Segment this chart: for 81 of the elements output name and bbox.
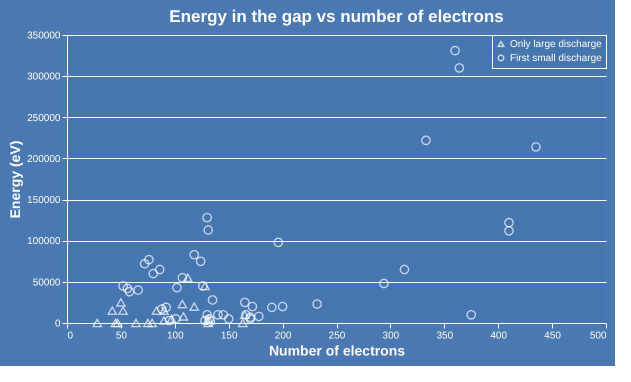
y-tick-label: 250000 — [27, 112, 61, 124]
point — [202, 310, 212, 320]
y-tick-label: 300000 — [27, 72, 61, 83]
legend-label: First small discharge — [510, 53, 602, 64]
point — [143, 318, 153, 328]
y-axis-title: Energy (eV) — [7, 140, 24, 218]
point — [131, 318, 141, 328]
point — [379, 278, 389, 288]
point — [178, 272, 188, 283]
point — [159, 316, 169, 325]
point — [202, 212, 212, 222]
point — [238, 318, 248, 328]
x-tick-label: 450 — [544, 330, 562, 342]
x-tick-label: 50 — [116, 330, 128, 342]
point — [161, 302, 172, 312]
point — [118, 306, 128, 315]
point — [140, 258, 150, 269]
point — [178, 312, 188, 321]
point — [182, 273, 193, 282]
point — [154, 264, 165, 274]
point — [504, 226, 514, 236]
point — [240, 298, 250, 308]
point — [504, 218, 514, 228]
point — [116, 298, 126, 307]
point — [198, 281, 208, 291]
point — [189, 302, 200, 311]
x-tick-label: 150 — [220, 330, 238, 342]
x-tick-label: 250 — [328, 330, 346, 342]
point — [147, 318, 157, 328]
point — [171, 314, 181, 324]
point — [133, 285, 143, 295]
point — [144, 254, 154, 264]
x-tick-label: 100 — [166, 330, 184, 342]
point — [200, 316, 210, 326]
y-tick-label: 200000 — [27, 154, 61, 165]
point — [152, 306, 162, 315]
point — [107, 306, 118, 315]
chart-title: Energy in the gap vs number of electrons — [169, 7, 504, 26]
x-tick-label: 350 — [436, 330, 454, 342]
point — [531, 142, 541, 152]
point — [172, 282, 182, 292]
y-tick-label: 150000 — [27, 195, 61, 206]
point — [218, 310, 228, 320]
y-tick-label: 0 — [54, 318, 61, 330]
point — [200, 282, 210, 290]
point — [273, 238, 284, 248]
point — [278, 302, 288, 312]
point — [196, 256, 206, 266]
point — [224, 314, 234, 324]
point — [92, 318, 102, 328]
point — [266, 302, 277, 312]
point — [122, 284, 132, 294]
point — [112, 318, 122, 328]
point — [466, 310, 476, 320]
point — [178, 300, 188, 308]
legend-label: Only large discharge — [510, 39, 602, 50]
x-axis-title: Number of electrons — [268, 342, 406, 358]
point — [118, 281, 128, 291]
point — [254, 312, 264, 322]
x-tick-label: 500 — [590, 330, 607, 342]
point — [208, 295, 218, 305]
point — [312, 299, 322, 309]
y-tick-label: 50000 — [32, 277, 61, 288]
point — [148, 268, 158, 278]
point — [400, 264, 410, 274]
point — [206, 316, 216, 326]
point — [248, 302, 258, 312]
point — [124, 286, 134, 297]
x-tick-label: 0 — [68, 330, 74, 342]
y-tick-label: 100000 — [27, 236, 61, 248]
point — [189, 250, 200, 260]
point — [421, 136, 431, 146]
y-tick-label: 350000 — [27, 30, 61, 42]
x-tick-label: 400 — [490, 330, 508, 342]
point — [454, 63, 464, 73]
point — [203, 225, 214, 235]
point — [110, 318, 120, 328]
x-tick-label: 300 — [382, 330, 400, 342]
point — [450, 46, 460, 56]
point — [213, 310, 223, 320]
x-tick-label: 200 — [274, 330, 292, 342]
